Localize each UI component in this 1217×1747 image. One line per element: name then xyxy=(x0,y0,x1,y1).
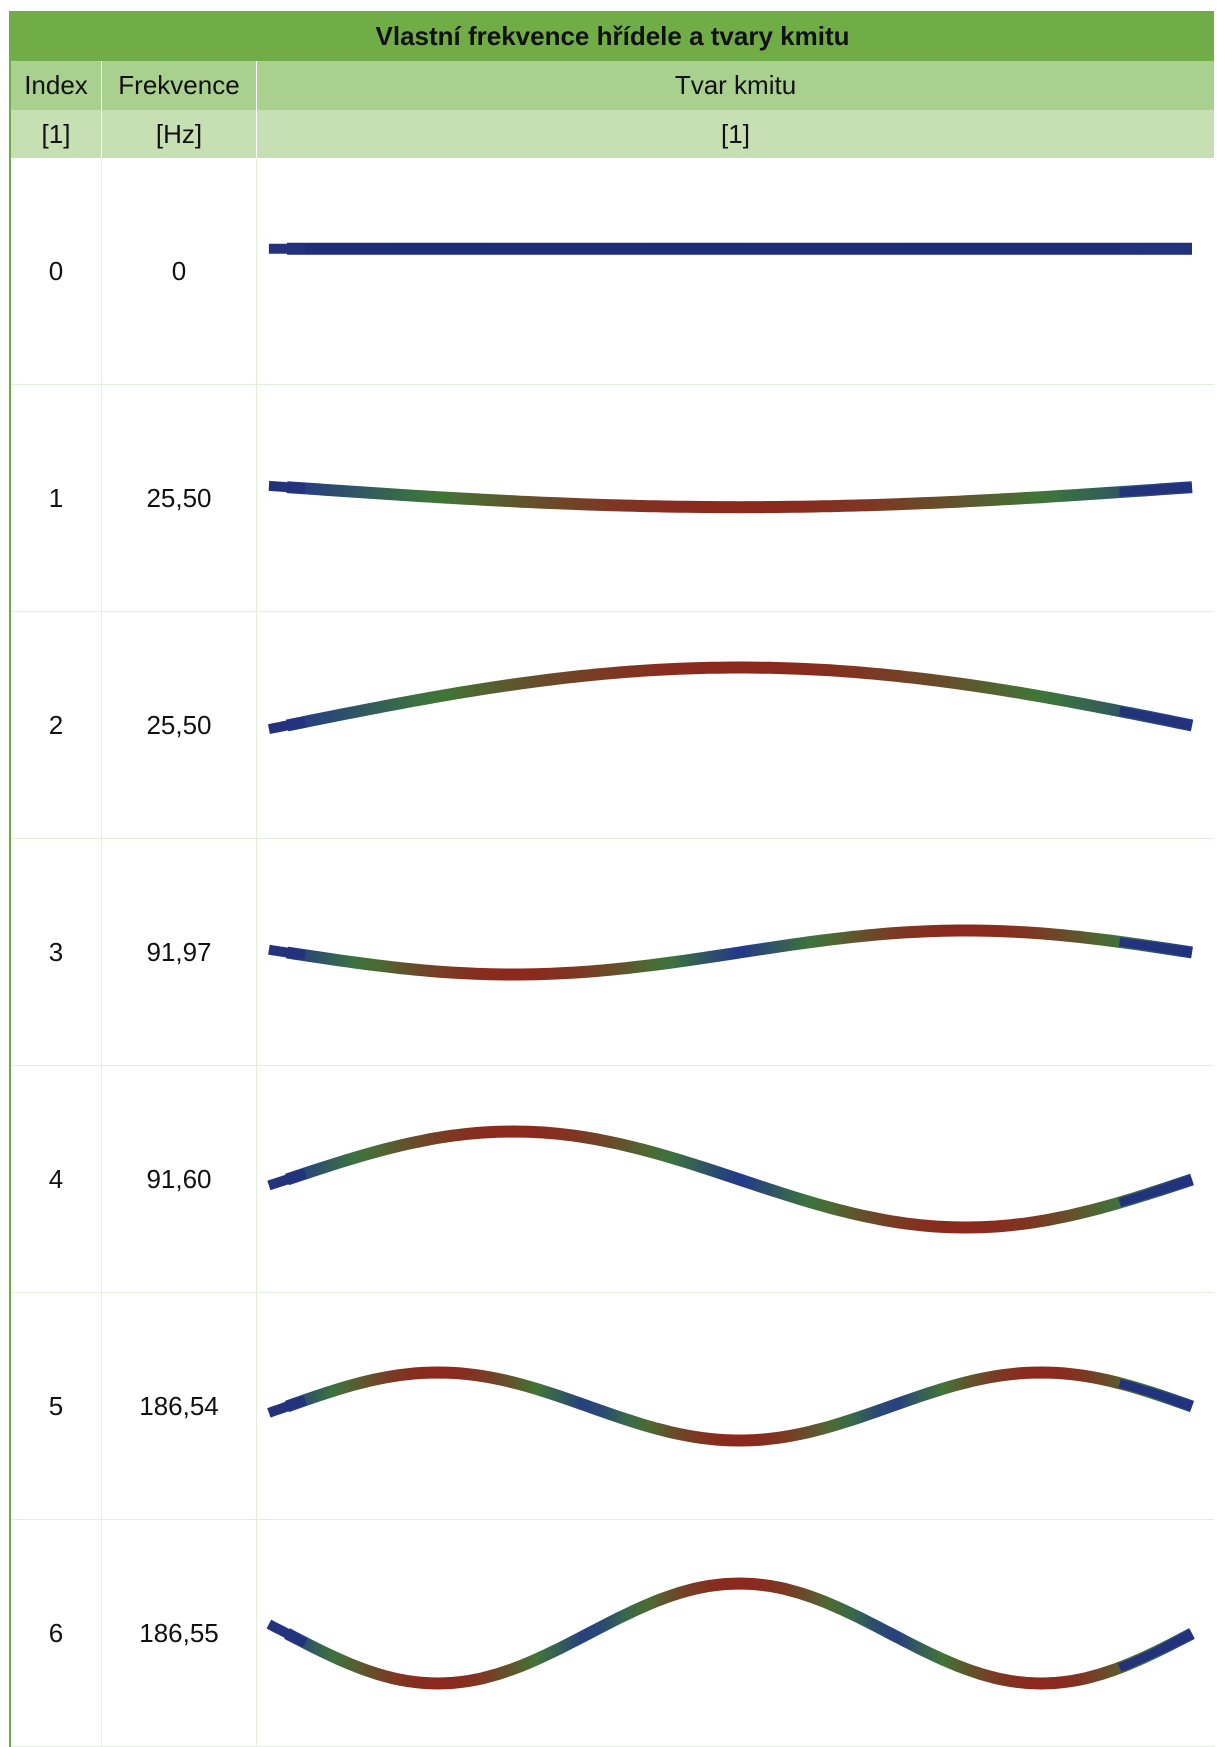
shaft xyxy=(287,1373,1192,1441)
title-row: Vlastní frekvence hřídele a tvary kmitu xyxy=(11,11,1214,61)
mode-shape xyxy=(257,1066,1214,1293)
mode-shape xyxy=(257,612,1214,839)
mode-shape xyxy=(257,158,1214,385)
frequency-cell: 25,50 xyxy=(102,612,257,838)
shaft-end xyxy=(269,722,305,729)
mode-shape xyxy=(257,839,1214,1066)
shaft xyxy=(287,931,1192,975)
index-cell: 1 xyxy=(11,385,102,611)
unit-row: [1] [Hz] [1] xyxy=(11,110,1214,158)
page: Vlastní frekvence hřídele a tvary kmitu … xyxy=(0,0,1217,1744)
shape-cell xyxy=(257,385,1214,611)
shape-cell xyxy=(257,839,1214,1065)
shaft-end xyxy=(269,486,305,489)
mode-shape xyxy=(257,1293,1214,1520)
shape-cell xyxy=(257,1520,1214,1746)
shaft-end xyxy=(269,1400,305,1413)
index-cell: 2 xyxy=(11,612,102,838)
frequency-cell: 0 xyxy=(102,158,257,384)
header-cell: Index xyxy=(11,61,102,110)
frequency-cell: 186,54 xyxy=(102,1293,257,1519)
header-cell: Frekvence xyxy=(102,61,257,110)
index-cell: 4 xyxy=(11,1066,102,1292)
header-cell: Tvar kmitu xyxy=(257,61,1214,110)
frequency-cell: 91,60 xyxy=(102,1066,257,1292)
frequency-cell: 25,50 xyxy=(102,385,257,611)
table: Vlastní frekvence hřídele a tvary kmitu … xyxy=(9,11,1214,1747)
shaft xyxy=(287,668,1192,726)
index-cell: 5 xyxy=(11,1293,102,1519)
shaft xyxy=(287,1584,1192,1684)
shaft-end xyxy=(269,1174,305,1186)
shaft xyxy=(287,487,1192,507)
index-cell: 6 xyxy=(11,1520,102,1746)
shape-cell xyxy=(257,1066,1214,1292)
shaft-end xyxy=(1120,942,1192,953)
shape-cell xyxy=(257,612,1214,838)
unit-cell: [Hz] xyxy=(102,110,257,158)
shape-cell xyxy=(257,158,1214,384)
table-title: Vlastní frekvence hřídele a tvary kmitu xyxy=(11,11,1214,61)
shaft-end xyxy=(1120,1180,1192,1203)
shaft-end xyxy=(1120,1383,1192,1406)
header-row: Index Frekvence Tvar kmitu xyxy=(11,61,1214,110)
shaft-end xyxy=(269,950,305,956)
unit-cell: [1] xyxy=(257,110,1214,158)
frequency-cell: 186,55 xyxy=(102,1520,257,1746)
shaft-end xyxy=(1120,1634,1192,1668)
mode-shape xyxy=(257,385,1214,612)
index-cell: 3 xyxy=(11,839,102,1065)
index-cell: 0 xyxy=(11,158,102,384)
mode-shape xyxy=(257,1520,1214,1747)
shaft xyxy=(287,1132,1192,1228)
shape-cell xyxy=(257,1293,1214,1519)
shaft-end xyxy=(1120,487,1192,492)
unit-cell: [1] xyxy=(11,110,102,158)
frequency-cell: 91,97 xyxy=(102,839,257,1065)
